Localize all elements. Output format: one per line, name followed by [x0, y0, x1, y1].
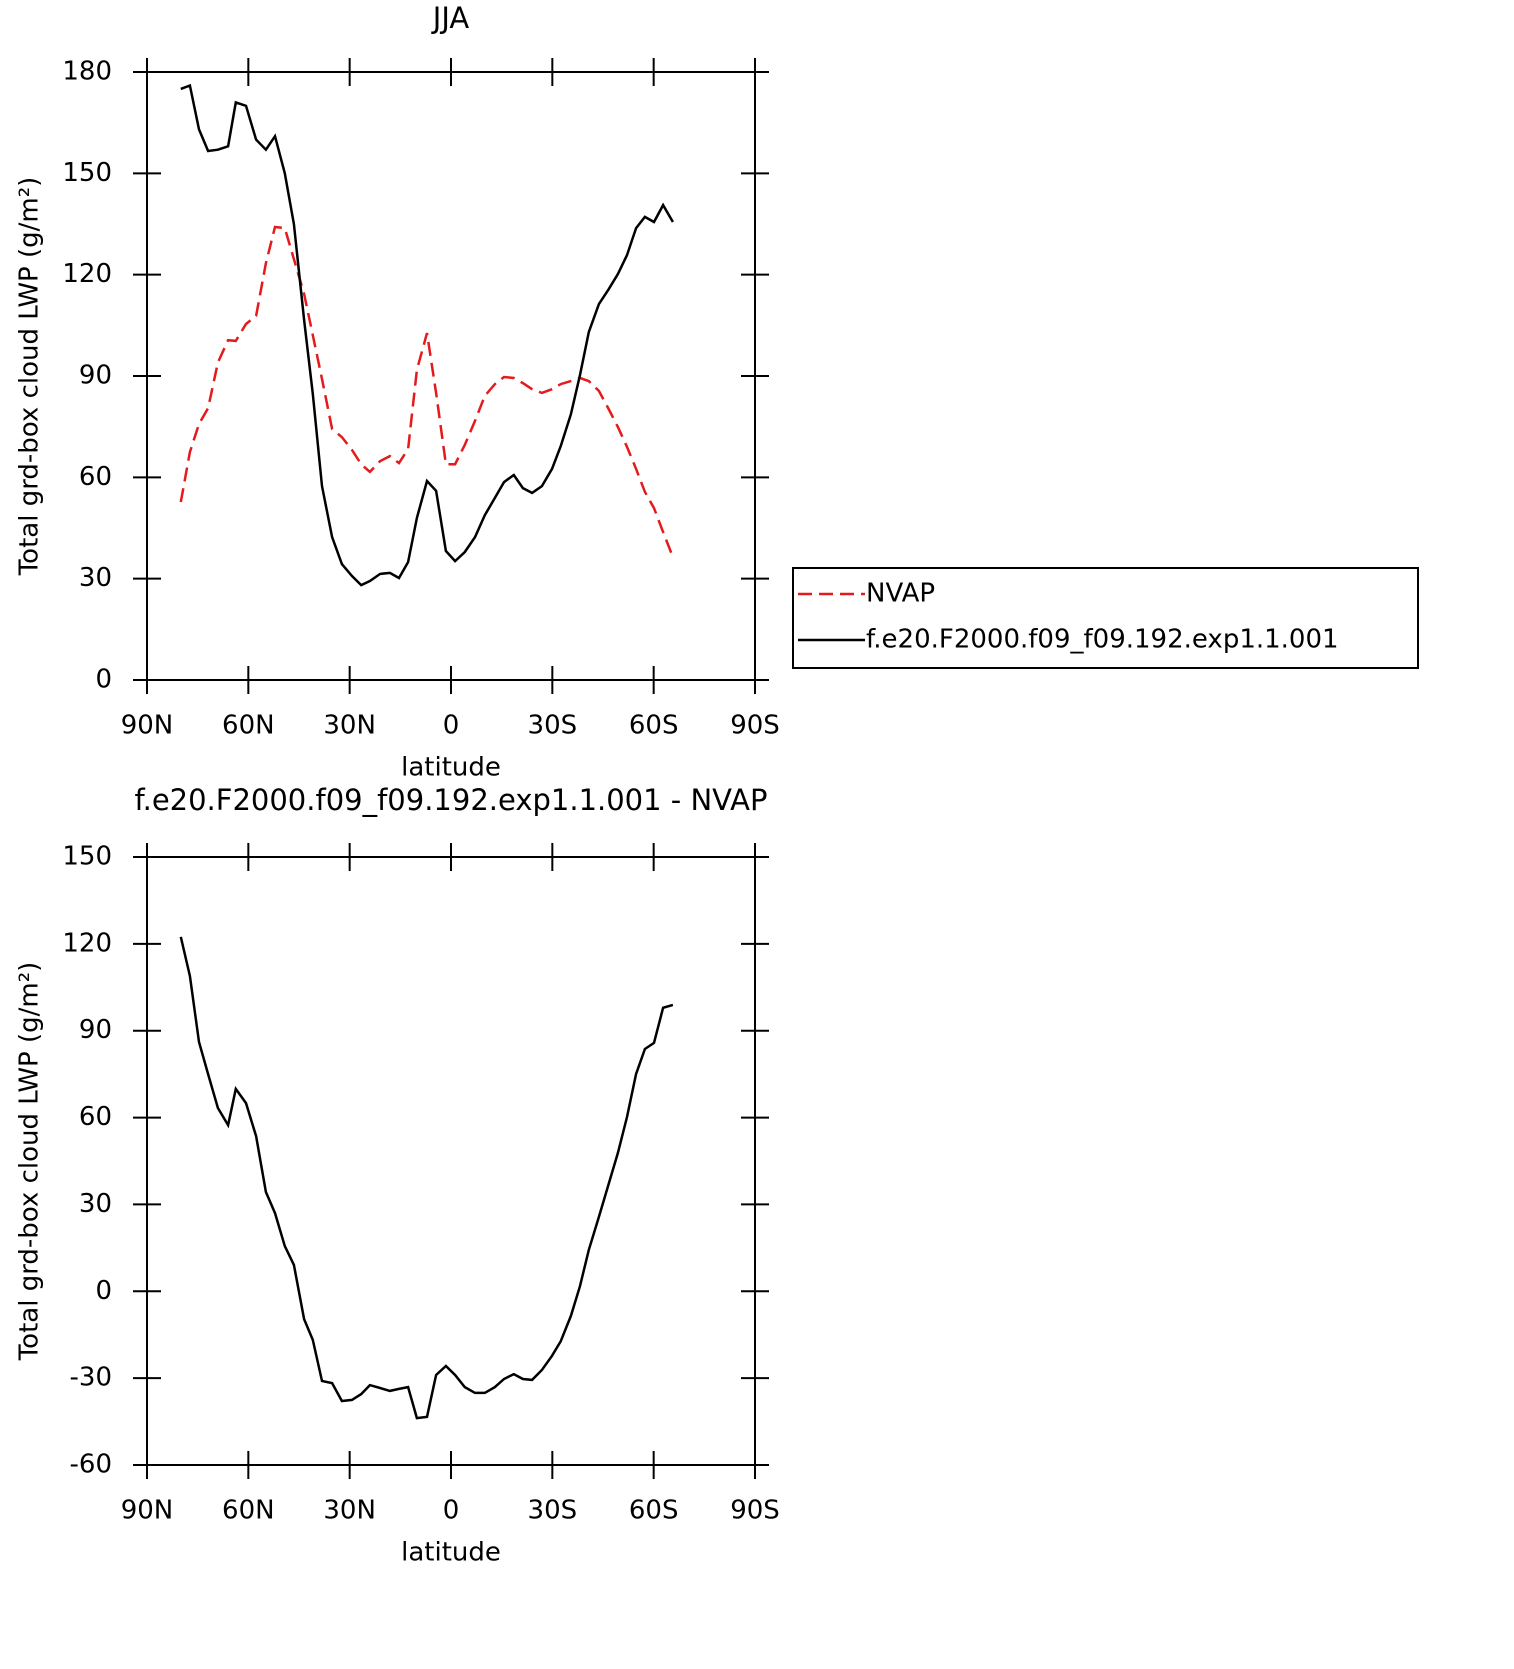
x-tick-label: 60N	[222, 1496, 275, 1526]
y-tick-label: 30	[79, 563, 112, 593]
plot-frame	[146, 856, 756, 1466]
y-tick-label: 120	[62, 259, 112, 289]
legend-label: NVAP	[866, 579, 935, 609]
x-tick-label: 30S	[528, 711, 578, 741]
chart-title: f.e20.F2000.f09_f09.192.exp1.1.001 - NVA…	[135, 783, 768, 817]
x-axis-label: latitude	[401, 753, 501, 783]
x-tick-label: 60S	[629, 1496, 679, 1526]
x-tick-label: 60S	[629, 711, 679, 741]
data-line	[179, 936, 674, 1420]
data-line	[180, 83, 674, 587]
x-tick-label: 30S	[528, 1496, 578, 1526]
x-tick-label: 90S	[730, 1496, 780, 1526]
y-tick-label: 0	[95, 665, 112, 695]
x-tick-label: 0	[443, 711, 460, 741]
x-tick-label: 60N	[222, 711, 275, 741]
chart-title: JJA	[431, 1, 470, 35]
y-tick-label: 150	[62, 842, 112, 872]
x-tick-label: 0	[443, 1496, 460, 1526]
y-tick-label: 30	[79, 1189, 112, 1219]
y-tick-label: 60	[79, 462, 112, 492]
y-tick-label: 150	[62, 158, 112, 188]
x-tick-label: 90N	[121, 1496, 174, 1526]
y-tick-label: 90	[79, 1015, 112, 1045]
y-tick-label: 60	[79, 1102, 112, 1132]
x-axis-label: latitude	[401, 1538, 501, 1568]
x-tick-label: 30N	[323, 1496, 376, 1526]
y-axis-label: Total grd-box cloud LWP (g/m²)	[15, 177, 45, 577]
legend-label: f.e20.F2000.f09_f09.192.exp1.1.001	[866, 625, 1339, 655]
legend: NVAP f.e20.F2000.f09_f09.192.exp1.1.001	[792, 567, 1419, 669]
legend-box	[792, 567, 1419, 669]
x-tick-label: 30N	[323, 711, 376, 741]
y-tick-label: 120	[62, 928, 112, 958]
x-tick-label: 90S	[730, 711, 780, 741]
y-tick-label: -60	[70, 1450, 112, 1480]
y-tick-label: 180	[62, 57, 112, 87]
y-tick-label: 90	[79, 361, 112, 391]
y-tick-label: -30	[70, 1363, 112, 1393]
data-line	[179, 225, 675, 558]
y-axis-label: Total grd-box cloud LWP (g/m²)	[15, 962, 45, 1362]
x-tick-label: 90N	[121, 711, 174, 741]
y-tick-label: 0	[95, 1276, 112, 1306]
plot-frame	[146, 71, 756, 681]
